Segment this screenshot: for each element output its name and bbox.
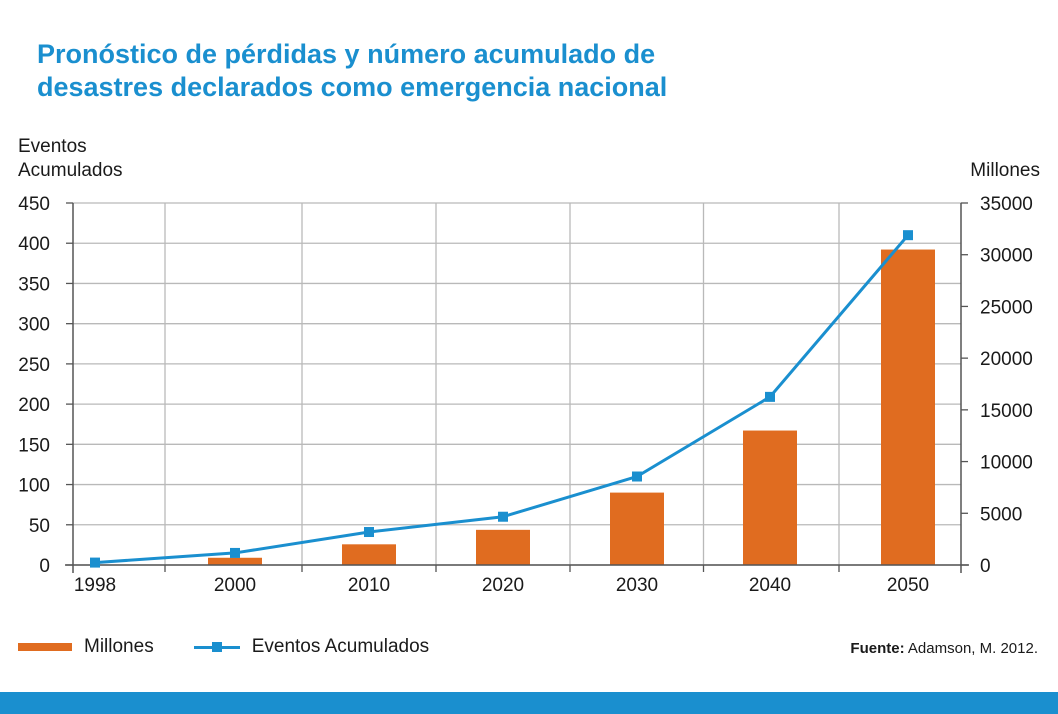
bar-2020	[476, 529, 530, 565]
bar-series	[208, 249, 935, 566]
point-1998	[90, 557, 100, 568]
legend-bar-swatch	[18, 643, 72, 651]
x-tick-label: 2050	[887, 575, 929, 596]
legend-line-swatch	[193, 641, 240, 652]
point-2000	[230, 547, 240, 558]
left-tick-label: 100	[18, 476, 50, 497]
left-tick-label: 0	[39, 556, 50, 577]
right-tick-label: 25000	[980, 297, 1033, 318]
left-axis-title-line-2: Acumulados	[18, 160, 123, 181]
left-tick-label: 450	[18, 194, 50, 215]
grid-lines	[73, 202, 961, 566]
legend: Millones Eventos Acumulados	[18, 636, 469, 658]
legend-item-eventos: Eventos Acumulados	[193, 636, 430, 658]
left-tick-label: 300	[18, 315, 50, 336]
source-text: Adamson, M. 2012.	[907, 640, 1038, 657]
right-tick-label: 35000	[980, 194, 1033, 215]
bar-2000	[208, 557, 262, 565]
line-series	[90, 230, 913, 568]
source-label: Fuente:	[850, 640, 905, 657]
x-tick-label: 2010	[348, 575, 390, 596]
point-2010	[364, 527, 374, 538]
legend-label-eventos: Eventos Acumulados	[251, 636, 430, 657]
legend-item-millones: Millones	[18, 636, 154, 658]
bar-2040	[743, 430, 797, 565]
left-tick-label: 50	[29, 516, 50, 537]
point-2020	[498, 511, 508, 522]
right-tick-label: 0	[980, 556, 991, 577]
left-tick-label: 150	[18, 435, 50, 456]
right-axis-title: Millones	[970, 160, 1040, 181]
left-tick-label: 350	[18, 274, 50, 295]
x-tick-label: 2000	[214, 575, 256, 596]
bar-2050	[881, 249, 935, 566]
bar-2030	[610, 492, 664, 565]
left-tick-label: 250	[18, 355, 50, 376]
left-tick-label: 200	[18, 395, 50, 416]
x-tick-label: 1998	[74, 575, 116, 596]
tick-labels: 0 50 100 150 200 250 300 350 400 450 0 5000 10000 150…	[18, 194, 1033, 596]
chart-title-line-1: Pronóstico de pérdidas y número acumulad…	[37, 39, 656, 69]
point-2030	[632, 471, 642, 482]
right-tick-label: 10000	[980, 453, 1033, 474]
legend-label-millones: Millones	[84, 636, 154, 657]
bar-2010	[342, 544, 396, 565]
right-tick-label: 5000	[980, 504, 1022, 525]
left-axis-title-line-1: Eventos	[18, 136, 87, 157]
source-note: Fuente: Adamson, M. 2012.	[850, 640, 1038, 657]
point-2040	[765, 391, 775, 402]
right-tick-label: 20000	[980, 349, 1033, 370]
footer-bar	[0, 692, 1058, 714]
x-tick-label: 2030	[616, 575, 658, 596]
left-axis-title: Eventos Acumulados	[18, 135, 123, 183]
x-tick-label: 2040	[749, 575, 791, 596]
right-tick-label: 15000	[980, 401, 1033, 422]
chart-title-line-2: desastres declarados como emergencia nac…	[37, 72, 668, 102]
right-tick-label: 30000	[980, 246, 1033, 267]
axes	[65, 202, 969, 573]
x-tick-label: 2020	[482, 575, 524, 596]
point-2050	[903, 230, 913, 241]
chart-title: Pronóstico de pérdidas y número acumulad…	[37, 38, 937, 104]
left-tick-label: 400	[18, 234, 50, 255]
